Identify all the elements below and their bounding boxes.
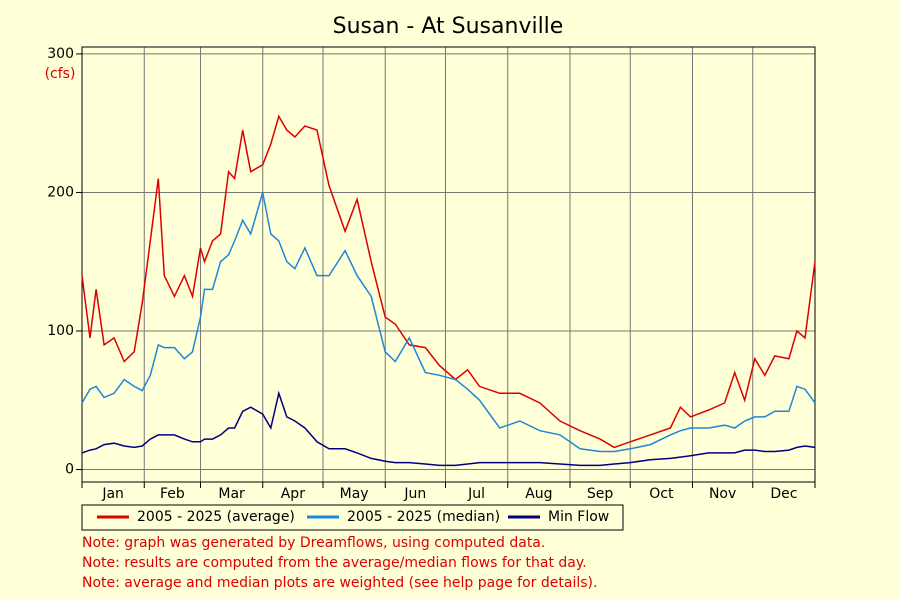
x-tick-label: Sep — [587, 486, 614, 502]
x-tick-label: Jun — [403, 486, 426, 502]
x-tick-label: Mar — [218, 486, 245, 502]
plot-area — [82, 47, 815, 482]
legend-label: 2005 - 2025 (median) — [347, 509, 500, 525]
x-tick-label: May — [340, 486, 369, 502]
series-line — [81, 390, 816, 467]
x-tick-label: Feb — [160, 486, 185, 502]
y-tick-label: 200 — [47, 184, 74, 200]
x-tick-label: Nov — [709, 486, 736, 502]
note: Note: average and median plots are weigh… — [82, 575, 597, 591]
legend-label: 2005 - 2025 (average) — [137, 509, 295, 525]
x-tick-label: Dec — [770, 486, 797, 502]
chart-title: Susan - At Susanville — [333, 14, 564, 39]
x-tick-label: Apr — [281, 486, 305, 502]
y-axis-label: (cfs) — [45, 66, 76, 82]
series-line — [81, 192, 816, 453]
x-tick-label: Aug — [525, 486, 552, 502]
legend-label: Min Flow — [548, 509, 609, 525]
legend-box — [81, 504, 624, 531]
y-tick-label: 0 — [65, 462, 74, 478]
y-tick-label: 300 — [47, 46, 74, 62]
x-tick-label: Jul — [467, 486, 485, 502]
note: Note: graph was generated by Dreamflows,… — [82, 535, 545, 551]
series-line — [81, 114, 816, 449]
y-tick-label: 100 — [47, 323, 74, 339]
x-tick-label: Oct — [649, 486, 674, 502]
x-tick-label: Jan — [101, 486, 124, 502]
note: Note: results are computed from the aver… — [82, 555, 587, 571]
